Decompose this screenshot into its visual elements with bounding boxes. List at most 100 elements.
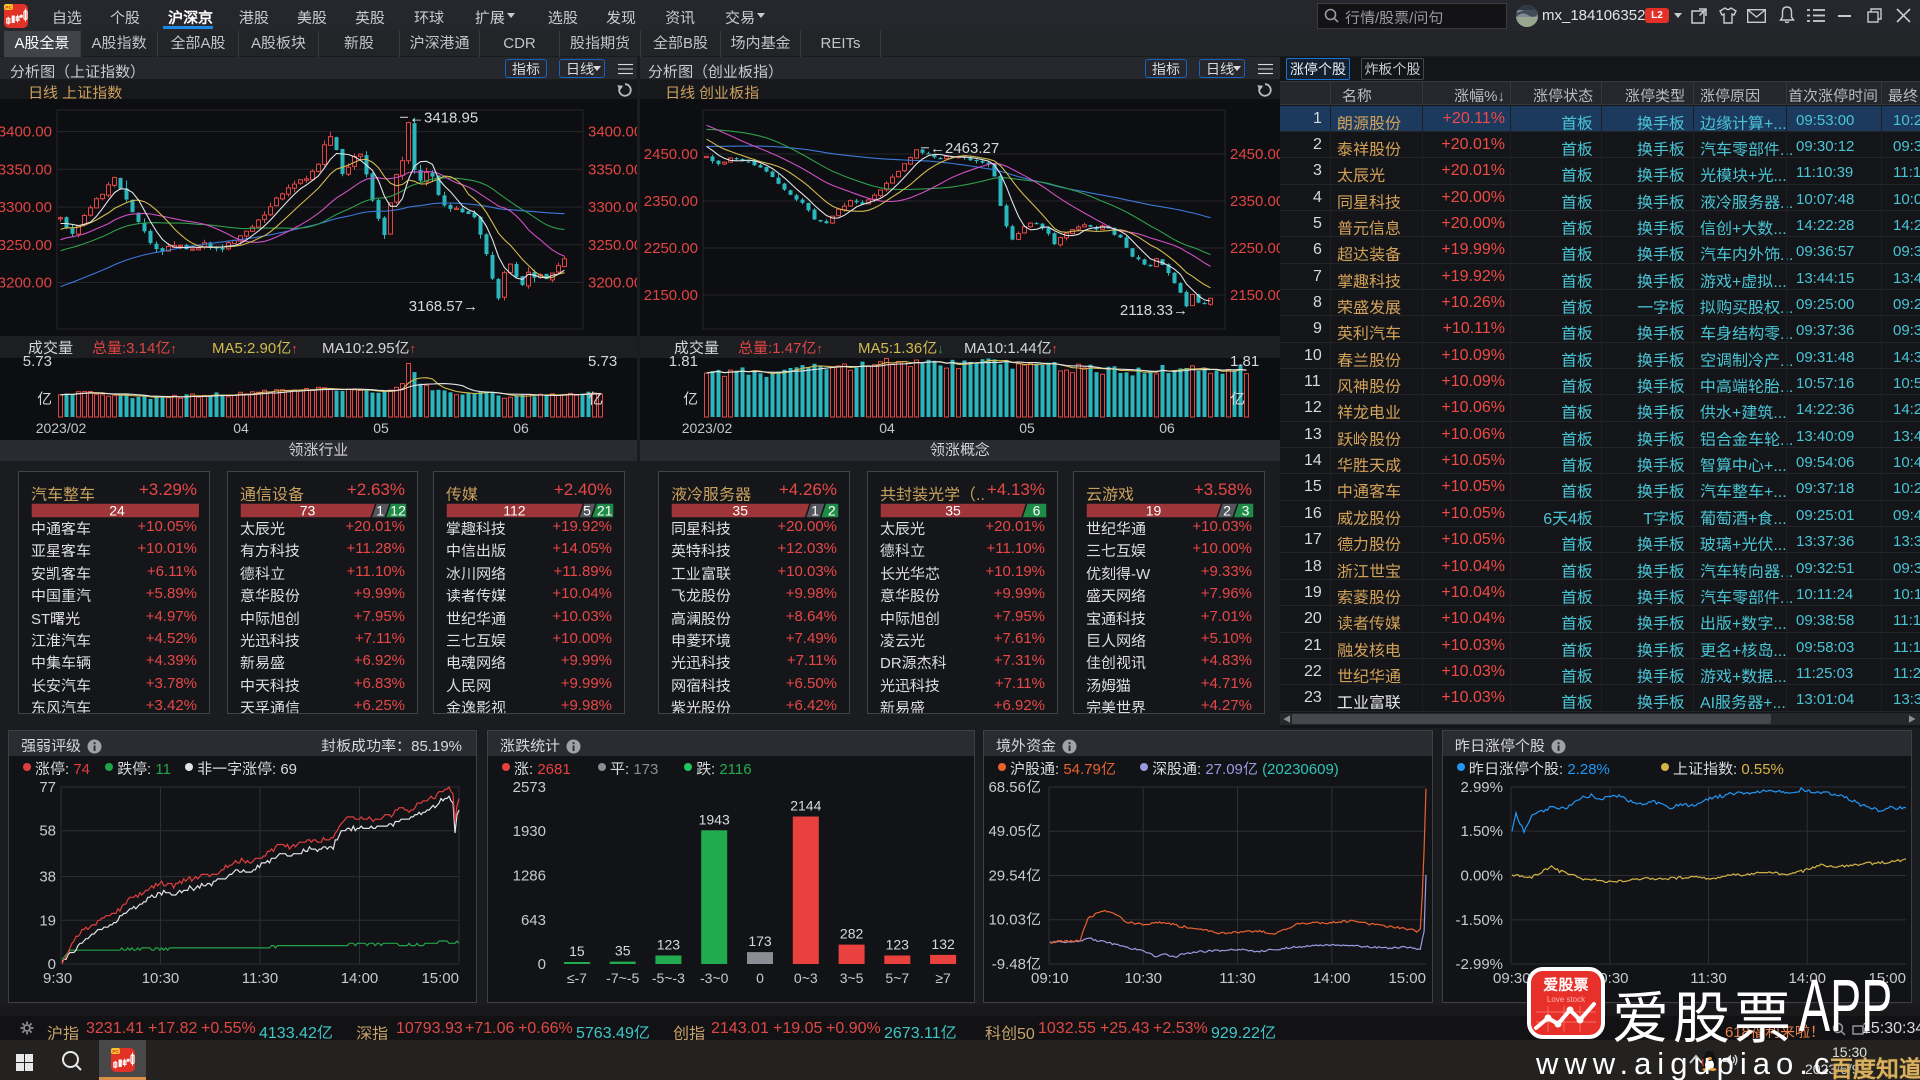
svg-text:112: 112: [503, 503, 526, 518]
svg-text:10.03亿: 10.03亿: [988, 912, 1041, 929]
svg-text:←3418.95: ←3418.95: [409, 109, 478, 126]
svg-text:3400.00: 3400.00: [0, 124, 52, 141]
svg-text:-7~-5: -7~-5: [606, 970, 639, 986]
svg-text:24: 24: [109, 503, 125, 518]
svg-text:2: 2: [828, 503, 836, 518]
svg-text:123: 123: [886, 937, 910, 953]
svg-text:2023/02: 2023/02: [682, 420, 733, 436]
svg-text:14:00: 14:00: [1788, 970, 1826, 987]
svg-text:15:00: 15:00: [421, 970, 459, 987]
svg-text:2: 2: [1223, 503, 1231, 518]
svg-text:←2463.27: ←2463.27: [930, 140, 999, 157]
svg-text:123: 123: [657, 937, 681, 953]
svg-text:35: 35: [945, 503, 961, 518]
svg-text:73: 73: [300, 503, 316, 518]
svg-text:-3~0: -3~0: [700, 970, 729, 986]
svg-text:58: 58: [39, 823, 56, 840]
svg-text:总量:1.47亿↑: 总量:1.47亿↑: [738, 339, 823, 357]
svg-text:3350.00: 3350.00: [0, 161, 52, 178]
svg-text:10:30: 10:30: [1124, 970, 1162, 987]
svg-text:2450.00: 2450.00: [644, 146, 698, 163]
svg-text:3300.00: 3300.00: [588, 199, 637, 216]
svg-text:6: 6: [1033, 503, 1041, 518]
svg-text:3168.57→: 3168.57→: [409, 298, 478, 315]
svg-text:77: 77: [39, 779, 56, 796]
svg-text:2150.00: 2150.00: [1230, 287, 1283, 304]
svg-text:1943: 1943: [699, 811, 730, 827]
svg-text:2144: 2144: [790, 798, 821, 814]
svg-text:12: 12: [390, 503, 406, 518]
svg-text:5.73: 5.73: [23, 353, 52, 370]
svg-text:-5~-3: -5~-3: [652, 970, 685, 986]
svg-text:Love stock: Love stock: [1547, 995, 1586, 1004]
svg-text:10:30: 10:30: [142, 970, 180, 987]
svg-text:3200.00: 3200.00: [588, 275, 637, 292]
svg-text:1: 1: [376, 503, 384, 518]
svg-text:14:00: 14:00: [341, 970, 379, 987]
svg-text:0: 0: [538, 956, 546, 973]
svg-text:2350.00: 2350.00: [1230, 193, 1283, 210]
svg-text:282: 282: [840, 926, 864, 942]
svg-text:PC: PC: [112, 1049, 119, 1054]
svg-text:1.81: 1.81: [669, 353, 698, 370]
svg-text:MA5:1.36亿↓: MA5:1.36亿↓: [858, 340, 944, 357]
svg-text:-2.99%: -2.99%: [1455, 956, 1503, 973]
svg-text:2150.00: 2150.00: [644, 287, 698, 304]
svg-text:3250.00: 3250.00: [0, 237, 52, 254]
svg-text:成交量: 成交量: [674, 340, 719, 357]
svg-text:3400.00: 3400.00: [588, 124, 637, 141]
svg-text:≤-7: ≤-7: [567, 970, 587, 986]
svg-text:68.56亿: 68.56亿: [988, 779, 1041, 796]
svg-text:15: 15: [569, 943, 585, 959]
svg-text:3~5: 3~5: [840, 970, 864, 986]
svg-text:21: 21: [597, 503, 613, 518]
svg-text:成交量: 成交量: [28, 340, 73, 357]
svg-text:05: 05: [1019, 420, 1035, 436]
svg-text:11:30: 11:30: [242, 970, 278, 987]
svg-text:3: 3: [1242, 503, 1250, 518]
svg-text:3350.00: 3350.00: [588, 161, 637, 178]
svg-text:38: 38: [39, 869, 56, 886]
svg-text:2450.00: 2450.00: [1230, 146, 1283, 163]
svg-text:1286: 1286: [513, 868, 546, 885]
svg-text:2023/02: 2023/02: [36, 420, 87, 436]
svg-text:2250.00: 2250.00: [644, 240, 698, 257]
svg-text:2573: 2573: [513, 779, 546, 796]
svg-text:06: 06: [513, 420, 529, 436]
svg-text:132: 132: [931, 936, 955, 952]
svg-text:9:30: 9:30: [43, 970, 72, 987]
svg-text:MA10:1.44亿↑: MA10:1.44亿↑: [964, 340, 1058, 357]
svg-text:-9.48亿: -9.48亿: [992, 956, 1041, 973]
svg-text:亿: 亿: [588, 391, 603, 408]
svg-text:04: 04: [233, 420, 249, 436]
svg-text:0: 0: [756, 970, 764, 986]
svg-text:MA5:2.90亿↑: MA5:2.90亿↑: [212, 340, 298, 357]
svg-text:06: 06: [1159, 420, 1175, 436]
svg-text:1.50%: 1.50%: [1460, 823, 1503, 840]
svg-text:MA10:2.95亿↑: MA10:2.95亿↑: [322, 340, 416, 357]
svg-text:5: 5: [583, 503, 591, 518]
svg-text:09:10: 09:10: [1031, 970, 1069, 987]
svg-text:5~7: 5~7: [885, 970, 909, 986]
svg-text:09:30: 09:30: [1493, 970, 1531, 987]
svg-text:1930: 1930: [513, 823, 546, 840]
svg-text:0.00%: 0.00%: [1460, 868, 1503, 885]
svg-text:35: 35: [732, 503, 748, 518]
svg-text:11:30: 11:30: [1690, 970, 1726, 987]
svg-text:19: 19: [1146, 503, 1162, 518]
svg-text:15:00: 15:00: [1868, 970, 1906, 987]
svg-text:亿: 亿: [683, 391, 698, 408]
svg-text:PC: PC: [5, 5, 12, 10]
svg-text:0~3: 0~3: [794, 970, 818, 986]
svg-text:3200.00: 3200.00: [0, 275, 52, 292]
svg-text:15:00: 15:00: [1388, 970, 1426, 987]
svg-text:49.05亿: 49.05亿: [988, 823, 1041, 840]
svg-text:0: 0: [48, 956, 56, 973]
svg-text:05: 05: [373, 420, 389, 436]
svg-text:亿: 亿: [37, 391, 52, 408]
svg-text:14:00: 14:00: [1313, 970, 1351, 987]
svg-text:11:30: 11:30: [1219, 970, 1255, 987]
svg-text:04: 04: [879, 420, 895, 436]
svg-text:29.54亿: 29.54亿: [988, 868, 1041, 885]
svg-text:643: 643: [521, 912, 546, 929]
